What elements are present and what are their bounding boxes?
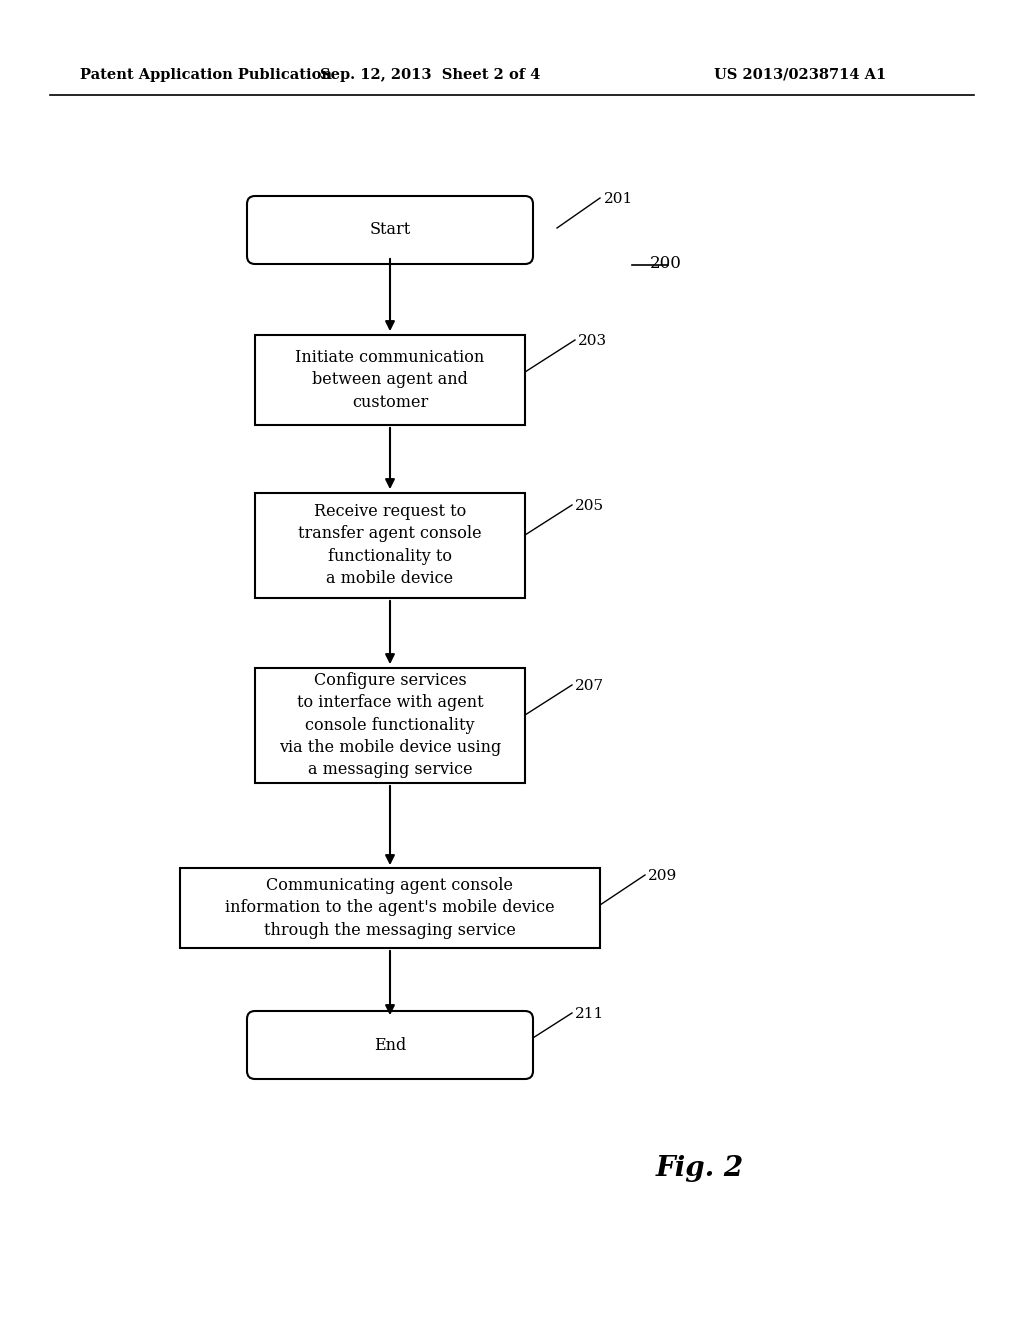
Text: 200: 200 — [650, 255, 682, 272]
Text: Sep. 12, 2013  Sheet 2 of 4: Sep. 12, 2013 Sheet 2 of 4 — [319, 69, 541, 82]
Text: 201: 201 — [604, 191, 633, 206]
Text: Configure services
to interface with agent
console functionality
via the mobile : Configure services to interface with age… — [279, 672, 501, 777]
Text: 207: 207 — [575, 678, 604, 693]
Text: Initiate communication
between agent and
customer: Initiate communication between agent and… — [295, 350, 484, 411]
Text: 209: 209 — [648, 869, 677, 883]
Text: US 2013/0238714 A1: US 2013/0238714 A1 — [714, 69, 886, 82]
Text: Communicating agent console
information to the agent's mobile device
through the: Communicating agent console information … — [225, 878, 555, 939]
Text: Patent Application Publication: Patent Application Publication — [80, 69, 332, 82]
Text: 203: 203 — [578, 334, 607, 348]
FancyBboxPatch shape — [255, 335, 525, 425]
FancyBboxPatch shape — [255, 668, 525, 783]
Text: Fig. 2: Fig. 2 — [656, 1155, 744, 1181]
FancyBboxPatch shape — [247, 1011, 534, 1078]
Text: Start: Start — [370, 222, 411, 239]
FancyBboxPatch shape — [255, 492, 525, 598]
FancyBboxPatch shape — [247, 195, 534, 264]
Text: Receive request to
transfer agent console
functionality to
a mobile device: Receive request to transfer agent consol… — [298, 503, 482, 587]
Text: 205: 205 — [575, 499, 604, 513]
FancyBboxPatch shape — [180, 869, 600, 948]
Text: End: End — [374, 1036, 407, 1053]
Text: 211: 211 — [575, 1007, 604, 1020]
